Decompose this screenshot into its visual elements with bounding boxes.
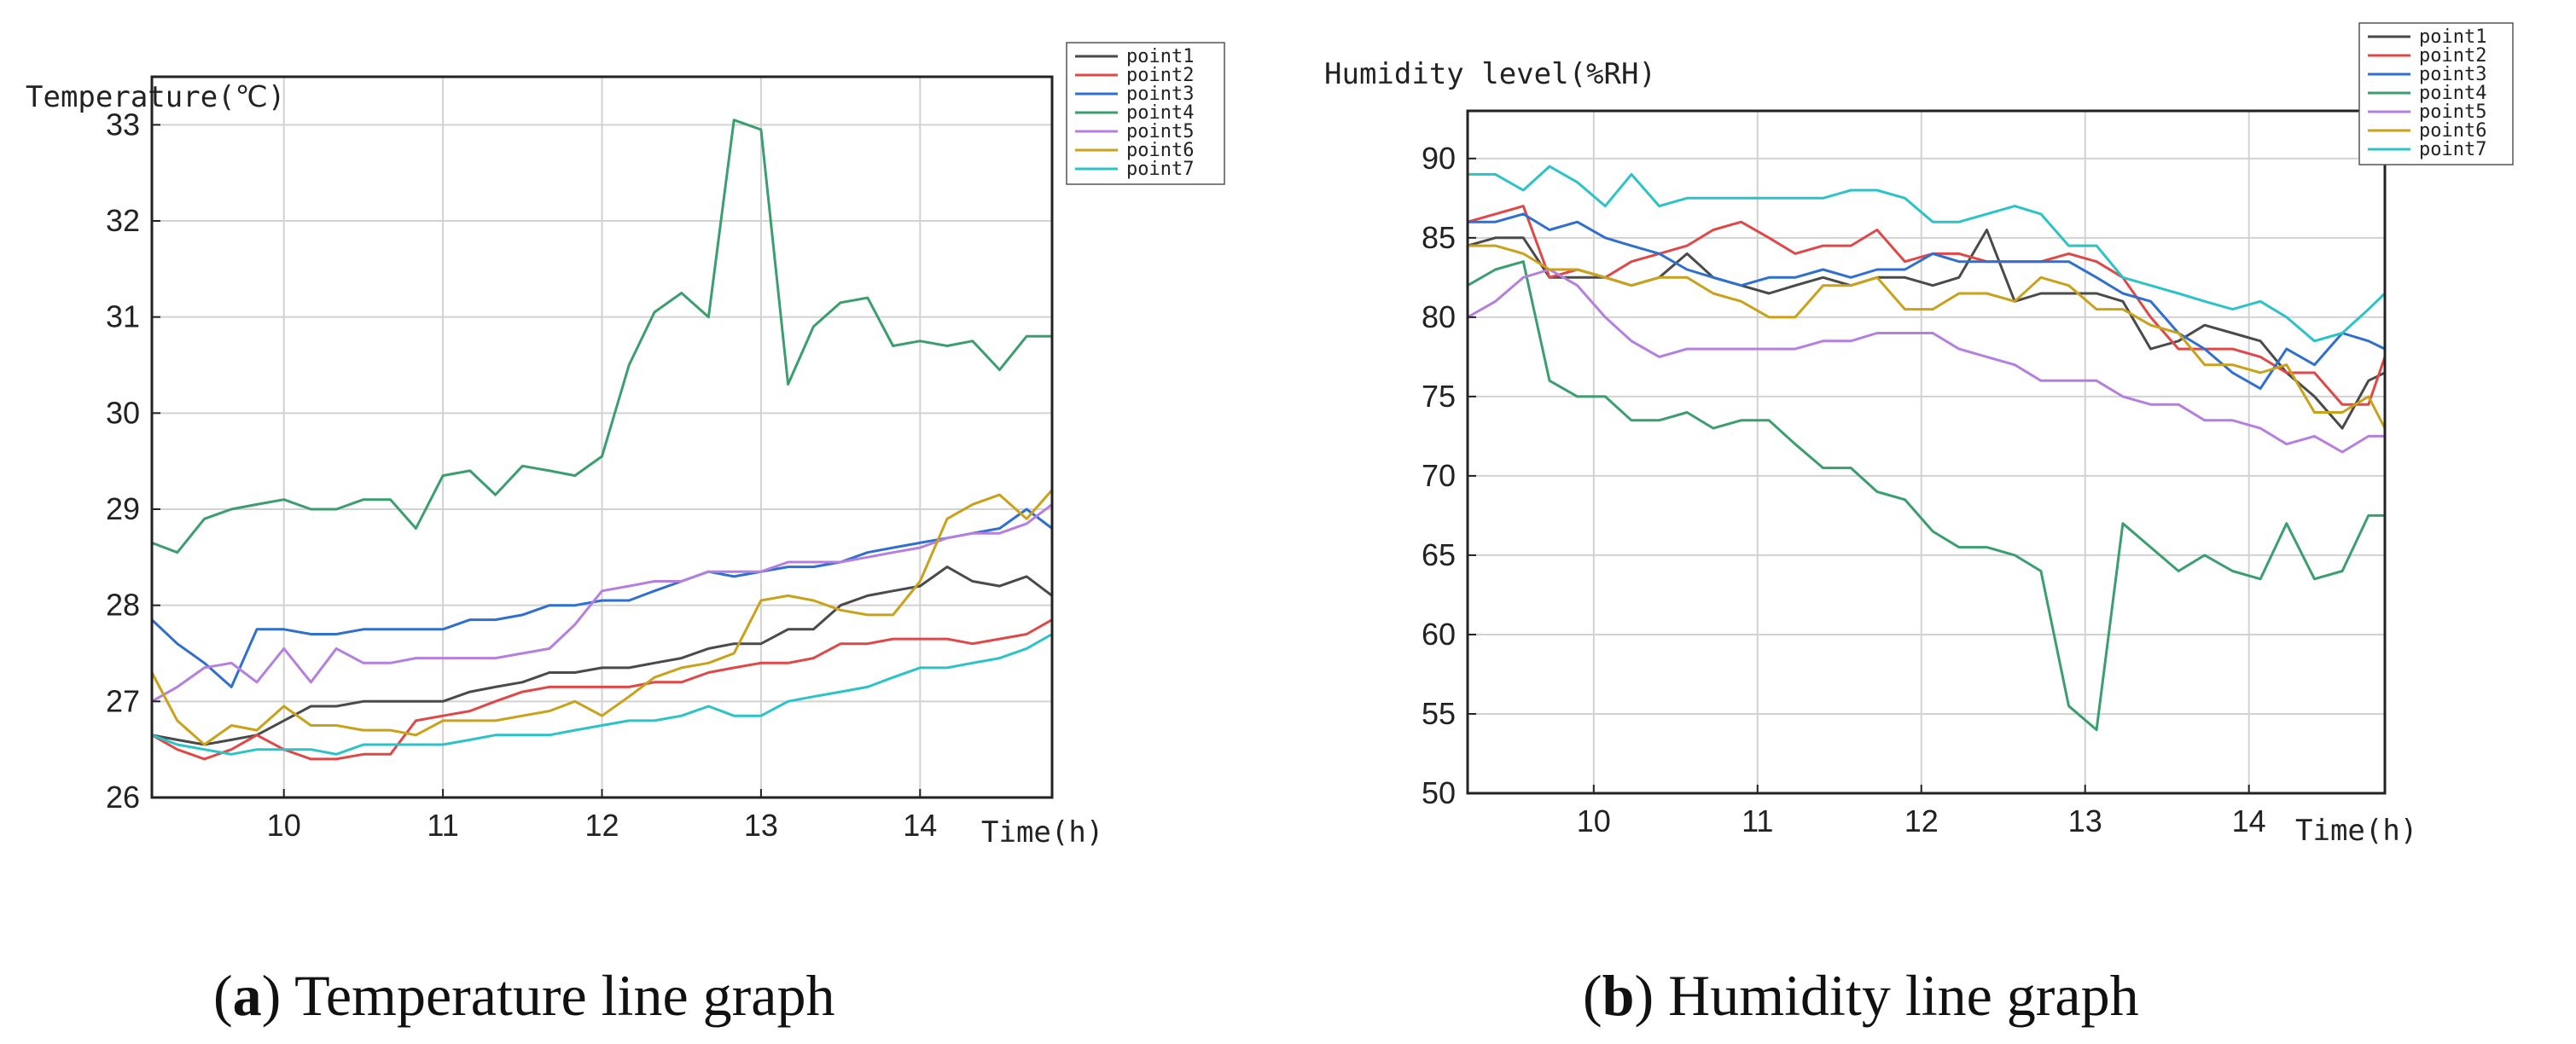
series-line-point7	[151, 633, 1053, 756]
x-tick-label-11: 11	[1742, 803, 1773, 838]
caption-b-text: Humidity line graph	[1668, 963, 2138, 1028]
x-tick-label-10: 10	[267, 808, 301, 843]
temperature-grid	[152, 77, 1052, 798]
y-tick-label-50: 50	[1422, 775, 1456, 810]
y-tick-label-32: 32	[106, 203, 140, 238]
caption-a-letter: a	[233, 963, 262, 1028]
y-tick-label-26: 26	[106, 780, 140, 815]
legend-label-point5: point5	[2419, 102, 2486, 123]
series-line-point3	[150, 508, 1053, 688]
x-tick-label-13: 13	[744, 808, 778, 843]
y-tick-label-75: 75	[1422, 379, 1456, 414]
y-tick-label-30: 30	[106, 395, 140, 430]
x-tick-label-13: 13	[2068, 803, 2102, 838]
series-line-point6	[150, 489, 1054, 746]
legend-label-point3: point3	[2419, 64, 2486, 85]
humidity-legend: point1point2point3point4point5point6poin…	[2358, 22, 2514, 165]
legend-label-point1: point1	[1126, 46, 1194, 67]
humidity-y-axis-title: Humidity level(%RH)	[1324, 57, 1656, 91]
humidity-series-lines	[1467, 165, 2387, 732]
y-tick-label-60: 60	[1422, 617, 1456, 652]
legend-label-point6: point6	[2419, 120, 2486, 142]
legend-label-point7: point7	[1126, 159, 1194, 180]
temperature-ticks: 26 27 28 29 30 31 32 33 10 11 12 13 14	[106, 107, 937, 843]
humidity-grid	[1468, 111, 2385, 794]
legend-label-point1: point1	[2419, 26, 2486, 48]
y-tick-label-31: 31	[106, 299, 140, 334]
series-line-point5	[151, 503, 1053, 703]
caption-a: (a) Temperature line graph	[213, 963, 834, 1028]
y-tick-label-55: 55	[1422, 696, 1456, 731]
legend-label-point5: point5	[1126, 121, 1194, 142]
series-line-point2	[151, 618, 1053, 761]
humidity-ticks: 50 55 60 65 70 75 80 85 90 10 11 12 13 14	[1422, 141, 2266, 838]
caption-b: (b) Humidity line graph	[1583, 963, 2139, 1028]
series-line-point6	[1468, 244, 2387, 429]
series-line-point4	[151, 119, 1052, 554]
x-tick-label-14: 14	[2232, 803, 2266, 838]
y-tick-label-65: 65	[1422, 537, 1456, 572]
legend-label-point2: point2	[1126, 65, 1194, 86]
x-tick-label-12: 12	[1904, 803, 1939, 838]
y-tick-label-28: 28	[106, 588, 140, 623]
series-line-point3	[1468, 212, 2386, 391]
x-tick-label-10: 10	[1577, 803, 1611, 838]
y-tick-label-29: 29	[106, 491, 140, 526]
legend-label-point3: point3	[1126, 84, 1194, 105]
legend-label-point6: point6	[1126, 140, 1194, 161]
humidity-plot-frame	[1466, 109, 2387, 795]
x-tick-label-12: 12	[584, 808, 619, 843]
y-tick-label-85: 85	[1422, 220, 1456, 255]
humidity-x-axis-title: Time(h)	[2295, 814, 2417, 848]
humidity-chart: Humidity level(%RH) 50 55 60 65 70 75 80 85 90 10…	[1324, 22, 2514, 1028]
series-line-point5	[1467, 268, 2385, 454]
legend-label-point4: point4	[2419, 83, 2486, 104]
series-line-point1	[151, 566, 1053, 746]
series-line-point1	[1467, 229, 2386, 430]
x-tick-label-11: 11	[427, 808, 458, 843]
y-tick-label-27: 27	[106, 683, 140, 718]
temperature-series-lines	[150, 119, 1054, 761]
series-line-point4	[1467, 260, 2385, 732]
temperature-legend: point1point2point3point4point5point6poin…	[1066, 42, 1225, 185]
y-tick-label-80: 80	[1422, 299, 1456, 334]
x-tick-label-14: 14	[903, 808, 937, 843]
temperature-x-axis-title: Time(h)	[981, 815, 1103, 850]
legend-label-point2: point2	[2419, 45, 2486, 67]
series-line-point7	[1468, 165, 2387, 343]
temperature-y-axis-title: Temperature(℃)	[26, 80, 285, 114]
temperature-chart: Temperature(℃) 26 27 28 29 30 31 32 33 10 11 12 13 1…	[26, 42, 1225, 1028]
y-tick-label-33: 33	[106, 107, 140, 142]
y-tick-label-90: 90	[1422, 141, 1456, 176]
legend-label-point4: point4	[1126, 102, 1194, 124]
caption-b-letter: b	[1602, 963, 1635, 1028]
caption-a-text: Temperature line graph	[294, 963, 834, 1028]
legend-label-point7: point7	[2419, 139, 2486, 160]
y-tick-label-70: 70	[1422, 458, 1456, 493]
